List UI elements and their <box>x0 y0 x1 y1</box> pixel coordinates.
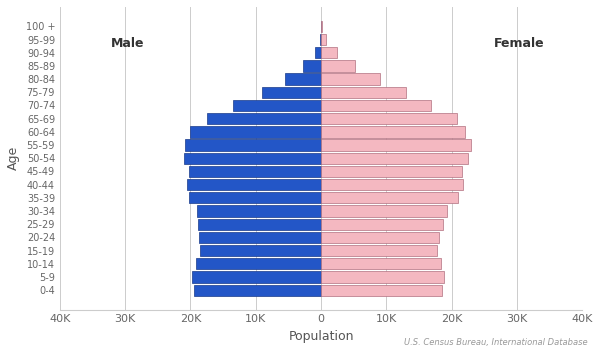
Bar <box>321 179 463 190</box>
Bar <box>321 258 440 270</box>
Bar <box>185 140 321 151</box>
Bar <box>315 47 321 58</box>
Bar <box>321 87 406 98</box>
Bar <box>321 245 437 256</box>
Text: Male: Male <box>111 37 145 50</box>
Bar <box>321 100 431 111</box>
Bar <box>187 179 321 190</box>
Bar <box>321 166 461 177</box>
Bar <box>321 34 326 45</box>
Bar <box>321 21 322 32</box>
Bar <box>303 60 321 71</box>
Bar <box>233 100 321 111</box>
Bar <box>321 205 446 217</box>
Bar <box>192 272 321 283</box>
X-axis label: Population: Population <box>289 330 354 343</box>
Bar <box>189 166 321 177</box>
Bar <box>285 74 321 85</box>
Bar <box>196 258 321 270</box>
Bar <box>189 192 321 203</box>
Bar <box>321 232 439 243</box>
Bar <box>194 285 321 296</box>
Bar <box>321 113 457 124</box>
Bar <box>199 219 321 230</box>
Bar <box>321 153 468 164</box>
Bar <box>321 74 380 85</box>
Bar <box>321 192 458 203</box>
Bar <box>262 87 321 98</box>
Bar <box>207 113 321 124</box>
Bar <box>320 34 321 45</box>
Text: U.S. Census Bureau, International Database: U.S. Census Bureau, International Databa… <box>404 337 588 346</box>
Bar <box>321 47 337 58</box>
Bar <box>197 205 321 217</box>
Text: Female: Female <box>494 37 545 50</box>
Bar <box>184 153 321 164</box>
Bar <box>321 60 355 71</box>
Bar <box>321 272 444 283</box>
Bar <box>321 126 465 138</box>
Bar <box>321 285 442 296</box>
Bar <box>321 140 472 151</box>
Bar <box>199 232 321 243</box>
Bar <box>321 219 443 230</box>
Y-axis label: Age: Age <box>7 146 20 170</box>
Bar <box>200 245 321 256</box>
Bar <box>190 126 321 138</box>
